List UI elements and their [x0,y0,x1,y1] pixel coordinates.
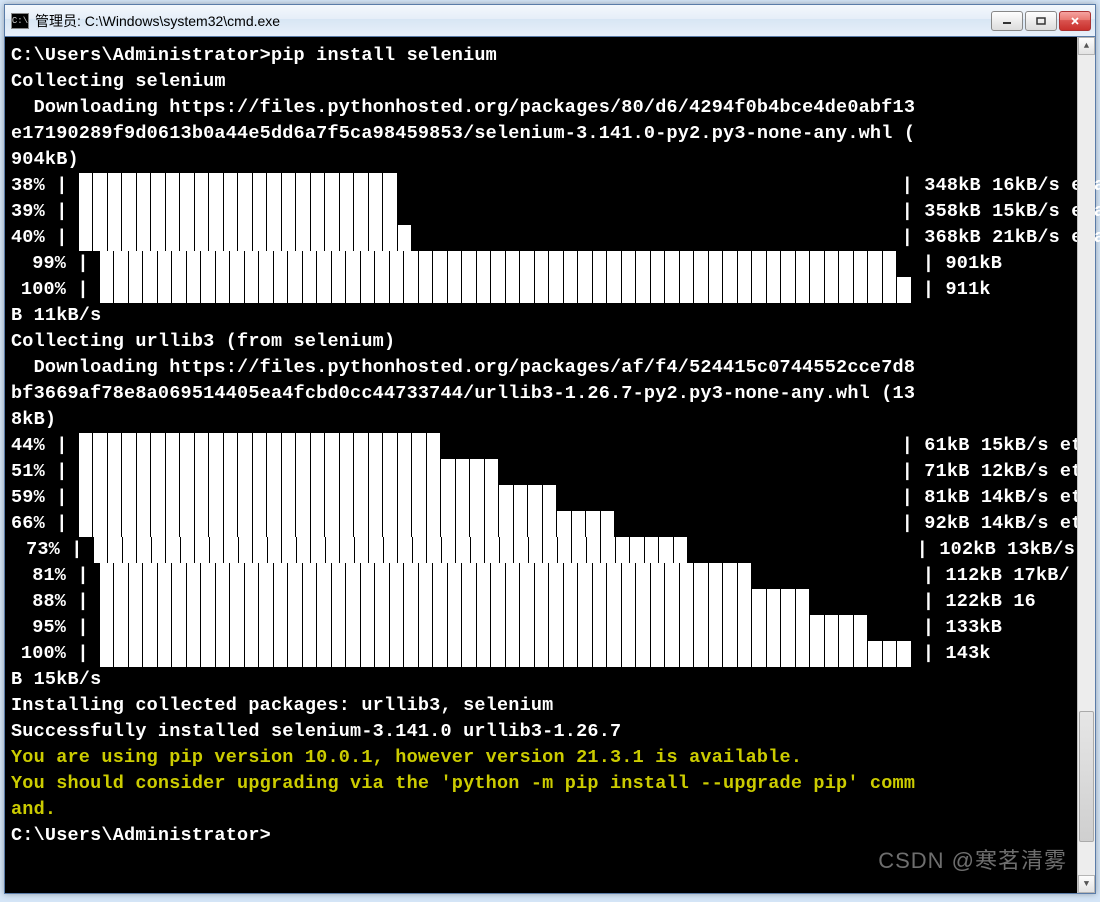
progress-row: 39% || 358kB 15kB/s eta 0:00:35 [11,199,1075,225]
window-controls [991,11,1091,31]
terminal-line: 8kB) [11,407,1075,433]
terminal-line: C:\Users\Administrator> [11,823,1075,849]
progress-percent: 95% | [11,615,100,641]
progress-percent: 44% | [11,433,79,459]
progress-bar [100,641,912,667]
scroll-up-button[interactable]: ▲ [1078,37,1095,55]
progress-bar [79,485,891,511]
progress-row: 88% | | 122kB 16 [11,589,1075,615]
progress-stats: | 911k [912,277,1075,303]
progress-stats: | 102kB 13kB/s [906,537,1075,563]
progress-bar [79,173,891,199]
progress-row: 66% || 92kB 14kB/s eta [11,511,1075,537]
terminal-line: B 11kB/s [11,303,1075,329]
progress-stats: | 112kB 17kB/ [912,563,1075,589]
terminal-line: Collecting urllib3 (from selenium) [11,329,1075,355]
progress-bar [100,251,912,277]
progress-stats: | 92kB 14kB/s eta [891,511,1094,537]
progress-bar [79,433,891,459]
titlebar[interactable]: C:\ 管理员: C:\Windows\system32\cmd.exe [5,5,1095,37]
progress-row: 100% | | 143k [11,641,1075,667]
terminal-line: 904kB) [11,147,1075,173]
progress-percent: 99% | [11,251,100,277]
progress-percent: 38% | [11,173,79,199]
progress-row: 99% | | 901kB [11,251,1075,277]
terminal-line: B 15kB/s [11,667,1075,693]
progress-percent: 81% | [11,563,100,589]
progress-stats: | 71kB 12kB/s eta 0:00 [891,459,1100,485]
progress-stats: | 81kB 14kB/s eta 0: [891,485,1100,511]
cmd-window: C:\ 管理员: C:\Windows\system32\cmd.exe C:\… [4,4,1096,894]
progress-bar [79,225,891,251]
progress-stats: | 143k [912,641,1075,667]
vertical-scrollbar[interactable]: ▲ ▼ [1077,37,1095,893]
progress-percent: 39% | [11,199,79,225]
scroll-track[interactable] [1078,55,1095,875]
terminal-output[interactable]: C:\Users\Administrator>pip install selen… [5,37,1077,893]
progress-row: 95% | | 133kB [11,615,1075,641]
progress-percent: 88% | [11,589,100,615]
progress-stats: | 133kB [912,615,1075,641]
terminal-line: Downloading https://files.pythonhosted.o… [11,95,1075,121]
progress-percent: 51% | [11,459,79,485]
close-button[interactable] [1059,11,1091,31]
progress-bar [100,615,912,641]
progress-bar [100,563,912,589]
progress-stats: | 368kB 21kB/s eta 0:00:25 [891,225,1100,251]
progress-row: 100% | | 911k [11,277,1075,303]
maximize-button[interactable] [1025,11,1057,31]
progress-row: 51% || 71kB 12kB/s eta 0:00 [11,459,1075,485]
progress-row: 40% || 368kB 21kB/s eta 0:00:25 [11,225,1075,251]
progress-bar [79,511,891,537]
terminal-line: Successfully installed selenium-3.141.0 … [11,719,1075,745]
progress-percent: 100% | [11,641,100,667]
progress-bar [79,459,891,485]
terminal-line: bf3669af78e8a069514405ea4fcbd0cc44733744… [11,381,1075,407]
progress-percent: 59% | [11,485,79,511]
progress-stats: | 348kB 16kB/s eta 0:00:34 [891,173,1100,199]
minimize-button[interactable] [991,11,1023,31]
scroll-down-button[interactable]: ▼ [1078,875,1095,893]
client-area: C:\Users\Administrator>pip install selen… [5,37,1095,893]
progress-bar [100,589,912,615]
progress-percent: 100% | [11,277,100,303]
progress-row: 81% | | 112kB 17kB/ [11,563,1075,589]
progress-row: 38% || 348kB 16kB/s eta 0:00:34 [11,173,1075,199]
progress-percent: 66% | [11,511,79,537]
progress-percent: 40% | [11,225,79,251]
progress-row: 73% | | 102kB 13kB/s [11,537,1075,563]
terminal-line: Collecting selenium [11,69,1075,95]
progress-bar [100,277,912,303]
progress-stats: | 901kB [912,251,1075,277]
window-title: 管理员: C:\Windows\system32\cmd.exe [35,11,991,31]
progress-row: 44% || 61kB 15kB/s eta 0:00:0 [11,433,1075,459]
progress-stats: | 358kB 15kB/s eta 0:00:35 [891,199,1100,225]
cmd-icon: C:\ [11,13,29,29]
scroll-thumb[interactable] [1079,711,1094,842]
progress-bar [94,537,906,563]
progress-stats: | 61kB 15kB/s eta 0:00:0 [891,433,1100,459]
terminal-line: Installing collected packages: urllib3, … [11,693,1075,719]
progress-percent: 73% | [11,537,94,563]
terminal-line: You are using pip version 10.0.1, howeve… [11,745,1075,771]
progress-bar [79,199,891,225]
terminal-line: Downloading https://files.pythonhosted.o… [11,355,1075,381]
terminal-line: C:\Users\Administrator>pip install selen… [11,43,1075,69]
terminal-line: e17190289f9d0613b0a44e5dd6a7f5ca98459853… [11,121,1075,147]
terminal-line: You should consider upgrading via the 'p… [11,771,1075,797]
progress-stats: | 122kB 16 [912,589,1075,615]
terminal-line: and. [11,797,1075,823]
progress-row: 59% || 81kB 14kB/s eta 0: [11,485,1075,511]
